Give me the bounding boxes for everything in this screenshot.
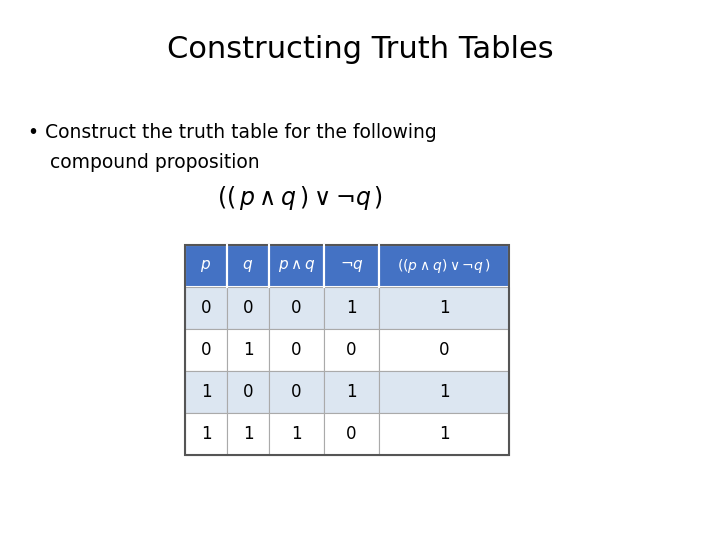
Text: $((p \wedge q)\vee\neg q\,)$: $((p \wedge q)\vee\neg q\,)$ [397,257,491,275]
Text: 1: 1 [346,299,357,317]
Text: 0: 0 [243,383,253,401]
Bar [227,413,269,455]
Bar [227,371,269,413]
Bar [324,245,379,287]
Text: 0: 0 [346,341,356,359]
Text: 1: 1 [291,425,302,443]
Text: $q$: $q$ [243,258,253,274]
Bar [227,329,269,371]
Text: 0: 0 [346,425,356,443]
Bar [185,371,227,413]
Bar [185,245,509,455]
Bar [185,413,227,455]
Bar [269,413,324,455]
Text: 1: 1 [438,425,449,443]
Text: $\neg q$: $\neg q$ [340,258,364,274]
Text: 0: 0 [292,341,302,359]
Text: Constructing Truth Tables: Constructing Truth Tables [167,36,553,64]
Text: compound proposition: compound proposition [50,152,260,172]
Text: 0: 0 [201,341,211,359]
Bar [185,245,227,287]
Text: 1: 1 [243,341,253,359]
Text: 0: 0 [438,341,449,359]
Bar [379,245,509,287]
Bar [269,371,324,413]
Text: 0: 0 [201,299,211,317]
Text: 1: 1 [346,383,357,401]
Bar [379,413,509,455]
Text: 1: 1 [243,425,253,443]
Text: 0: 0 [292,383,302,401]
Bar [227,287,269,329]
Text: 0: 0 [243,299,253,317]
Bar [324,413,379,455]
Text: • Construct the truth table for the following: • Construct the truth table for the foll… [28,123,437,141]
Text: $p\wedge q$: $p\wedge q$ [277,258,315,274]
Bar [185,329,227,371]
Text: 0: 0 [292,299,302,317]
Bar [379,371,509,413]
Text: 1: 1 [438,299,449,317]
Text: 1: 1 [201,425,211,443]
Bar [324,371,379,413]
Bar [269,287,324,329]
Bar [185,287,227,329]
Bar [324,287,379,329]
Text: $(( \, p \wedge q \,) \vee \neg q \,)$: $(( \, p \wedge q \,) \vee \neg q \,)$ [217,184,383,212]
Text: $p$: $p$ [200,258,212,274]
Bar [324,329,379,371]
Bar [269,245,324,287]
Bar [227,245,269,287]
Text: 1: 1 [438,383,449,401]
Bar [379,329,509,371]
Text: 1: 1 [201,383,211,401]
Bar [379,287,509,329]
Bar [269,329,324,371]
